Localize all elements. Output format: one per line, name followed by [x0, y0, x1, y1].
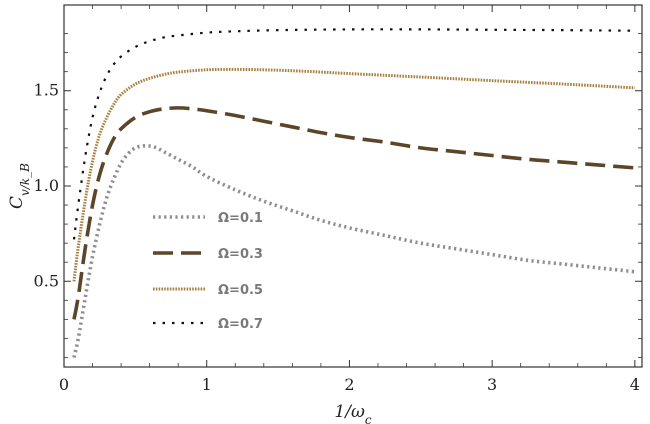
series-layer: [72, 28, 636, 358]
legend-label-1: Ω=0.1: [218, 211, 263, 226]
y-tick-label: 0.5: [34, 271, 59, 290]
x-tick-label: 4: [630, 375, 640, 394]
series-line-2: [72, 106, 636, 320]
x-axis-ticks: 0 1 2 3 4: [59, 5, 640, 394]
x-tick-label: 1: [202, 375, 212, 394]
x-tick-label: 2: [344, 375, 354, 394]
legend-label-4: Ω=0.7: [218, 317, 263, 332]
x-axis-title: 1/ωc: [334, 402, 371, 424]
series-line-4: [72, 28, 635, 240]
plot-frame: [63, 4, 643, 368]
legend-label-2: Ω=0.3: [218, 247, 263, 262]
x-tick-label: 0: [59, 375, 69, 394]
y-tick-label: 1.5: [34, 81, 59, 100]
y-axis-ticks: 0.5 1.0 1.5: [34, 33, 642, 358]
y-tick-label: 1.0: [34, 176, 59, 195]
x-tick-label: 3: [487, 375, 497, 394]
y-axis-title: Cv/k_B: [7, 163, 32, 209]
series-line-3: [72, 67, 635, 282]
series-line-1: [72, 143, 636, 358]
legend: Ω=0.1 Ω=0.3 Ω=0.5 Ω=0.7: [153, 211, 263, 332]
legend-label-3: Ω=0.5: [218, 283, 263, 298]
